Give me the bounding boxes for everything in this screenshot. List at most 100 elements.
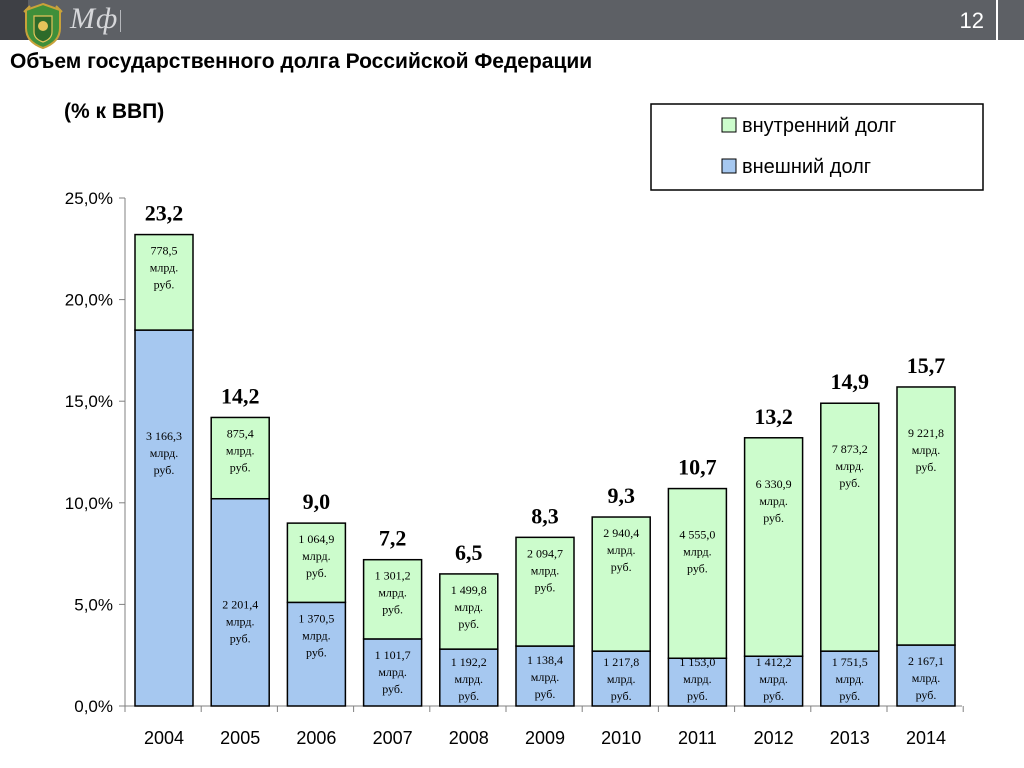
legend-swatch-internal <box>721 117 737 133</box>
page-number: 12 <box>959 8 984 33</box>
total-label: 14,2 <box>221 383 260 408</box>
external-value-label: 1 153,0 <box>679 655 715 669</box>
x-tick-label: 2008 <box>449 728 489 748</box>
external-value-label: 1 138,4 <box>527 653 563 667</box>
internal-value-label: 2 094,7 <box>527 546 563 560</box>
y-tick-label: 10,0% <box>65 494 113 513</box>
legend-box <box>650 103 984 191</box>
internal-value-label: руб. <box>230 460 251 474</box>
internal-value-label: руб. <box>916 460 937 474</box>
external-value-label: руб. <box>306 645 327 659</box>
internal-value-label: 4 555,0 <box>679 528 715 542</box>
external-value-label: руб. <box>535 687 556 701</box>
top-bar <box>0 0 1024 40</box>
internal-value-label: 6 330,9 <box>756 477 792 491</box>
internal-value-label: млрд. <box>759 494 788 508</box>
external-value-label: млрд. <box>226 615 255 629</box>
bar-external-2013 <box>820 650 880 707</box>
external-value-label: млрд. <box>607 672 636 686</box>
internal-value-label: 2 940,4 <box>603 526 639 540</box>
external-value-label: 2 201,4 <box>222 598 258 612</box>
bar-internal-2014 <box>896 386 956 646</box>
bar-internal-2013 <box>820 402 880 652</box>
external-value-label: руб. <box>763 689 784 703</box>
bar-external-2007 <box>362 638 423 707</box>
bar-internal-2006 <box>286 522 347 604</box>
external-value-label: млрд. <box>531 670 560 684</box>
bar-external-2011 <box>667 657 728 707</box>
internal-value-label: млрд. <box>302 549 331 563</box>
internal-value-label: 9 221,8 <box>908 426 944 440</box>
internal-value-label: руб. <box>154 278 175 292</box>
external-value-label: руб. <box>230 632 251 646</box>
external-value-label: руб. <box>916 688 937 702</box>
total-label: 13,2 <box>754 404 793 429</box>
chart-subtitle: (% к ВВП) <box>64 100 165 123</box>
external-value-label: 3 166,3 <box>146 429 182 443</box>
brand-divider <box>120 10 121 32</box>
external-value-label: 1 192,2 <box>451 655 487 669</box>
external-value-label: 1 370,5 <box>298 611 334 625</box>
total-label: 23,2 <box>145 201 184 226</box>
internal-value-label: 7 873,2 <box>832 442 868 456</box>
external-value-label: млрд. <box>759 672 788 686</box>
top-bar-accent <box>0 0 28 40</box>
external-value-label: руб. <box>382 682 403 696</box>
internal-value-label: млрд. <box>226 443 255 457</box>
external-value-label: 1 412,2 <box>756 655 792 669</box>
external-value-label: 1 751,5 <box>832 655 868 669</box>
external-value-label: 2 167,1 <box>908 654 944 668</box>
internal-value-label: руб. <box>535 580 556 594</box>
bar-internal-2005 <box>210 416 270 500</box>
y-tick-label: 15,0% <box>65 392 113 411</box>
bar-external-2009 <box>515 645 575 707</box>
total-label: 14,9 <box>831 369 870 394</box>
x-tick-label: 2007 <box>373 728 413 748</box>
x-tick-label: 2010 <box>601 728 641 748</box>
internal-value-label: руб. <box>763 511 784 525</box>
bar-internal-2012 <box>743 437 804 657</box>
legend-swatch-external <box>721 158 737 174</box>
internal-value-label: руб. <box>382 603 403 617</box>
y-tick-label: 20,0% <box>65 291 113 310</box>
x-tick-label: 2004 <box>144 728 184 748</box>
y-tick-label: 25,0% <box>65 189 113 208</box>
total-label: 6,5 <box>455 540 483 565</box>
external-value-label: руб. <box>687 689 708 703</box>
x-tick-label: 2012 <box>754 728 794 748</box>
x-tick-label: 2009 <box>525 728 565 748</box>
external-value-label: руб. <box>458 689 479 703</box>
bar-internal-2010 <box>591 516 651 652</box>
external-value-label: млрд. <box>378 665 407 679</box>
x-tick-label: 2006 <box>296 728 336 748</box>
y-tick-label: 5,0% <box>74 595 113 614</box>
bar-external-2012 <box>743 655 804 707</box>
internal-value-label: руб. <box>306 566 327 580</box>
internal-value-label: 1 499,8 <box>451 583 487 597</box>
x-tick-label: 2013 <box>830 728 870 748</box>
x-tick-label: 2011 <box>678 728 717 748</box>
internal-value-label: млрд. <box>531 563 560 577</box>
total-label: 7,2 <box>379 526 407 551</box>
page-number-divider <box>996 0 998 40</box>
internal-value-label: 778,5 <box>151 244 178 258</box>
external-value-label: млрд. <box>683 672 712 686</box>
external-value-label: млрд. <box>836 672 865 686</box>
emblem-logo <box>23 2 63 50</box>
internal-value-label: руб. <box>839 476 860 490</box>
internal-value-label: руб. <box>458 617 479 631</box>
total-label: 9,0 <box>303 489 331 514</box>
bar-internal-2009 <box>515 536 575 647</box>
bar-internal-2011 <box>667 487 728 659</box>
internal-value-label: млрд. <box>378 586 407 600</box>
internal-value-label: млрд. <box>836 459 865 473</box>
external-value-label: руб. <box>611 689 632 703</box>
bar-internal-2004 <box>134 233 194 331</box>
internal-value-label: 875,4 <box>227 426 254 440</box>
internal-value-label: млрд. <box>683 545 712 559</box>
total-label: 15,7 <box>907 353 946 378</box>
internal-value-label: руб. <box>687 562 708 576</box>
total-label: 10,7 <box>678 455 717 480</box>
x-tick-label: 2014 <box>906 728 946 748</box>
